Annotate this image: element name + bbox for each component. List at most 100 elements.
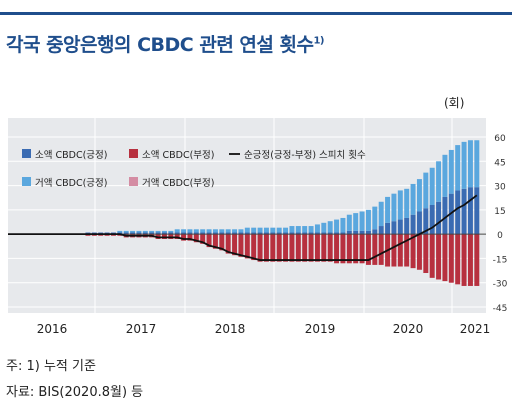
y-tick-label: 0: [497, 231, 503, 241]
bar-retail-positive: [257, 232, 263, 235]
bar-retail-positive: [149, 232, 155, 235]
bar-retail-negative: [334, 234, 340, 264]
bar-wholesale-positive: [136, 230, 142, 233]
bar-retail-negative: [302, 234, 308, 262]
bar-wholesale-positive: [168, 230, 174, 233]
bar-retail-negative: [397, 234, 403, 267]
bar-retail-positive: [455, 190, 461, 235]
y-tick-label: 30: [494, 183, 506, 193]
bar-retail-negative: [365, 234, 371, 265]
footnote: 주: 1) 누적 기준: [6, 359, 96, 374]
chart-title: 각국 중앙은행의 CBDC 관련 연설 횟수1): [6, 30, 324, 57]
bar-wholesale-positive: [130, 230, 136, 233]
bar-retail-negative: [308, 234, 314, 262]
chart-title-text: 각국 중앙은행의 CBDC 관련 연설 횟수: [6, 34, 314, 56]
y-tick-label: 15: [494, 207, 505, 217]
cbdc-speech-chart: 60 45 30 15 0 -15 -30 -45 2016 2017 2018 2019 2020 20…: [8, 118, 508, 336]
bar-retail-negative: [321, 234, 327, 262]
bar-retail-positive: [168, 232, 174, 235]
bar-wholesale-positive: [174, 229, 180, 233]
bar-retail-negative: [219, 234, 225, 251]
bar-retail-negative: [270, 234, 276, 262]
legend-label: 소액 CBDC(긍정): [35, 149, 108, 161]
bar-wholesale-positive: [474, 140, 480, 188]
bar-retail-negative: [372, 234, 378, 265]
bar-retail-positive: [474, 187, 480, 235]
bar-retail-positive: [353, 230, 359, 235]
bar-retail-negative: [187, 234, 193, 241]
bar-wholesale-positive: [448, 149, 454, 194]
bar-wholesale-positive: [378, 201, 384, 227]
bar-retail-positive: [289, 232, 295, 235]
bar-wholesale-positive: [219, 229, 225, 233]
bar-wholesale-positive: [302, 226, 308, 233]
bar-retail-negative: [289, 234, 295, 262]
bar-retail-positive: [467, 187, 473, 235]
bar-retail-negative: [353, 234, 359, 264]
bar-wholesale-positive: [225, 229, 231, 233]
y-tick-label: 45: [494, 158, 505, 168]
bar-wholesale-positive: [149, 230, 155, 233]
bar-wholesale-positive: [123, 230, 129, 233]
bar-retail-negative: [238, 234, 244, 257]
bar-retail-negative: [263, 234, 269, 262]
bar-retail-negative: [314, 234, 320, 262]
bar-retail-positive: [365, 230, 371, 235]
bar-wholesale-positive: [283, 227, 289, 233]
bar-retail-positive: [385, 222, 391, 235]
x-tick-label: 2019: [305, 322, 336, 336]
bar-wholesale-positive: [244, 227, 250, 233]
legend-swatch: [129, 149, 138, 158]
bar-retail-negative: [340, 234, 346, 264]
bar-retail-positive: [410, 214, 416, 235]
bar-retail-negative: [225, 234, 231, 254]
y-tick-label: -30: [493, 280, 508, 290]
bar-retail-positive: [206, 232, 212, 235]
net-positive-line: [8, 194, 478, 261]
bar-retail-positive: [251, 232, 257, 235]
bar-retail-negative: [295, 234, 301, 262]
bar-retail-positive: [397, 219, 403, 235]
bar-wholesale-positive: [200, 229, 206, 233]
bar-wholesale-positive: [410, 183, 416, 215]
bar-wholesale-positive: [289, 226, 295, 233]
bar-retail-positive: [276, 232, 282, 235]
bar-retail-positive: [212, 232, 218, 235]
bar-retail-positive: [346, 230, 352, 235]
bar-retail-positive: [161, 232, 167, 235]
legend-label: 거액 CBDC(부정): [142, 177, 215, 189]
bar-wholesale-positive: [385, 196, 391, 223]
y-tick-label: -15: [493, 255, 508, 265]
bar-wholesale-positive: [416, 179, 422, 212]
bar-retail-positive: [193, 232, 199, 235]
bar-wholesale-positive: [397, 190, 403, 220]
bar-retail-positive: [219, 232, 225, 235]
bar-retail-positive: [372, 229, 378, 235]
bar-retail-negative: [359, 234, 365, 264]
bar-retail-positive: [442, 196, 448, 235]
bar-wholesale-positive: [372, 206, 378, 230]
bar-wholesale-positive: [353, 213, 359, 231]
bar-retail-negative: [200, 234, 206, 244]
bar-wholesale-positive: [155, 230, 161, 233]
bar-retail-negative: [410, 234, 416, 269]
bar-retail-positive: [155, 232, 161, 235]
bar-wholesale-positive: [442, 154, 448, 197]
bar-wholesale-positive: [142, 230, 148, 233]
bar-retail-negative: [244, 234, 250, 259]
bar-retail-negative: [448, 234, 454, 283]
bar-wholesale-positive: [391, 193, 397, 222]
bar-retail-negative: [429, 234, 435, 278]
bar-retail-negative: [257, 234, 263, 262]
bar-retail-positive: [314, 232, 320, 235]
bar-wholesale-positive: [404, 188, 410, 218]
bar-retail-negative: [378, 234, 384, 265]
x-tick-label: 2021: [460, 322, 491, 336]
bar-retail-negative: [461, 234, 467, 286]
bar-wholesale-positive: [181, 229, 187, 233]
bar-retail-negative: [474, 234, 480, 286]
bar-retail-negative: [232, 234, 238, 256]
bar-wholesale-positive: [232, 229, 238, 233]
bar-wholesale-positive: [206, 229, 212, 233]
bar-retail-positive: [270, 232, 276, 235]
